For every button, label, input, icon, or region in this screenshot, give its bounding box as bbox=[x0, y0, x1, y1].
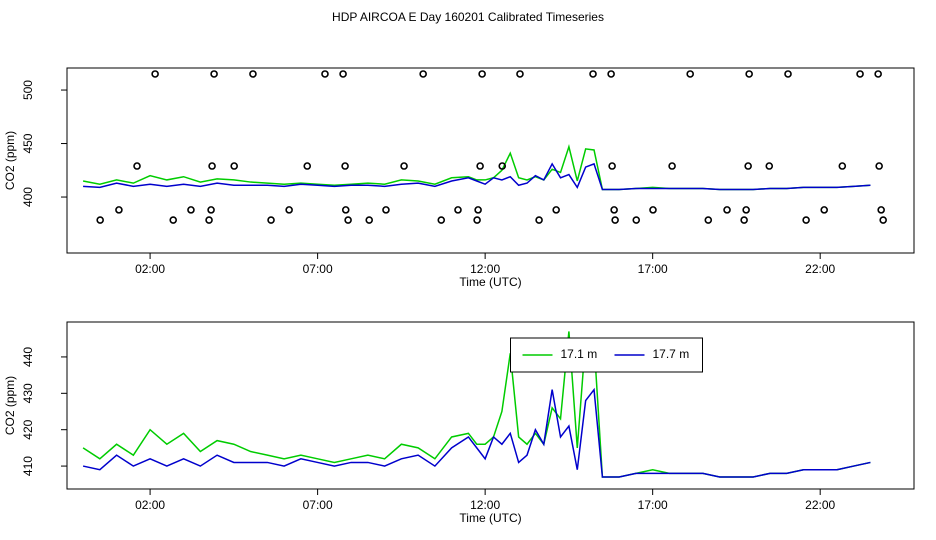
flag-marker bbox=[208, 162, 216, 170]
chart-title: HDP AIRCOA E Day 160201 Calibrated Times… bbox=[332, 10, 604, 24]
flag-marker bbox=[668, 162, 676, 170]
flag-marker bbox=[611, 216, 619, 224]
flag-marker bbox=[341, 206, 350, 214]
flag-marker bbox=[608, 162, 616, 170]
flag-marker bbox=[552, 206, 560, 214]
flag-marker bbox=[249, 70, 257, 78]
flag-marker bbox=[686, 70, 694, 78]
flag-marker bbox=[704, 216, 713, 224]
x-tick-label: 12:00 bbox=[470, 498, 500, 512]
flag-marker bbox=[607, 70, 615, 78]
flag-marker bbox=[437, 216, 446, 224]
flag-marker bbox=[838, 162, 847, 170]
flag-marker bbox=[474, 206, 482, 214]
flag-marker bbox=[784, 70, 792, 78]
y-tick-label: 420 bbox=[21, 419, 35, 439]
x-tick-label: 17:00 bbox=[638, 262, 668, 276]
plot-frame bbox=[66, 67, 915, 254]
flag-marker bbox=[341, 162, 349, 170]
x-tick-label: 02:00 bbox=[135, 262, 165, 276]
flag-marker bbox=[856, 70, 864, 78]
x-axis-label: Time (UTC) bbox=[459, 511, 521, 525]
flag-marker bbox=[742, 206, 750, 214]
y-tick-label: 430 bbox=[21, 383, 35, 403]
flag-marker bbox=[820, 206, 829, 214]
series-line bbox=[82, 331, 871, 478]
legend-label: 17.1 m bbox=[561, 347, 598, 361]
flag-marker bbox=[303, 162, 312, 170]
x-tick-label: 02:00 bbox=[135, 498, 165, 512]
flag-marker bbox=[610, 206, 618, 214]
flag-marker bbox=[879, 216, 887, 224]
flag-marker bbox=[169, 216, 178, 224]
series-line bbox=[83, 162, 871, 191]
y-tick-label: 410 bbox=[21, 456, 35, 476]
flag-marker bbox=[740, 216, 748, 224]
legend-label: 17.7 m bbox=[653, 347, 690, 361]
series-line bbox=[82, 144, 871, 191]
y-tick-label: 450 bbox=[21, 133, 35, 153]
flag-marker bbox=[589, 70, 597, 78]
y-tick-label: 440 bbox=[21, 347, 35, 367]
y-tick-label: 400 bbox=[21, 187, 35, 207]
flag-marker bbox=[476, 162, 484, 170]
flag-marker bbox=[473, 216, 481, 224]
flag-marker bbox=[478, 70, 486, 78]
flag-marker bbox=[382, 206, 390, 214]
flag-marker bbox=[365, 216, 374, 224]
flag-marker bbox=[267, 216, 275, 224]
series-line bbox=[82, 387, 871, 478]
flag-marker bbox=[321, 70, 329, 78]
x-tick-label: 07:00 bbox=[303, 498, 333, 512]
flag-marker bbox=[230, 162, 238, 170]
flag-marker bbox=[151, 70, 159, 78]
flag-marker bbox=[498, 162, 507, 170]
flag-marker bbox=[723, 206, 731, 214]
flag-marker bbox=[649, 206, 657, 214]
x-tick-label: 12:00 bbox=[470, 262, 500, 276]
flag-marker bbox=[419, 70, 427, 78]
flag-marker bbox=[400, 162, 408, 170]
x-tick-label: 22:00 bbox=[805, 498, 835, 512]
flag-marker bbox=[454, 206, 462, 214]
flag-marker bbox=[745, 70, 753, 78]
flag-marker bbox=[133, 162, 141, 170]
flag-marker bbox=[877, 206, 885, 214]
x-tick-label: 17:00 bbox=[638, 498, 668, 512]
flag-marker bbox=[516, 70, 524, 78]
flag-marker bbox=[115, 206, 123, 214]
flag-marker bbox=[765, 162, 774, 170]
x-tick-label: 07:00 bbox=[303, 262, 333, 276]
flag-marker bbox=[187, 206, 195, 214]
flag-marker bbox=[632, 216, 641, 224]
flag-marker bbox=[210, 70, 218, 78]
flag-marker bbox=[285, 206, 293, 214]
flag-marker bbox=[744, 162, 752, 170]
flag-marker bbox=[535, 216, 543, 224]
y-axis-label: CO2 (ppm) bbox=[3, 376, 17, 435]
flag-marker bbox=[344, 216, 352, 224]
flag-marker bbox=[205, 216, 213, 224]
x-axis-label: Time (UTC) bbox=[459, 275, 521, 289]
flag-marker bbox=[207, 206, 215, 214]
flag-marker bbox=[802, 216, 810, 224]
flag-marker bbox=[96, 216, 104, 224]
flag-marker bbox=[339, 70, 347, 78]
plot-frame bbox=[66, 321, 915, 490]
flag-marker bbox=[875, 162, 883, 170]
flag-marker bbox=[874, 70, 882, 78]
y-axis-label: CO2 (ppm) bbox=[3, 131, 17, 190]
x-tick-label: 22:00 bbox=[805, 262, 835, 276]
y-tick-label: 500 bbox=[21, 80, 35, 100]
